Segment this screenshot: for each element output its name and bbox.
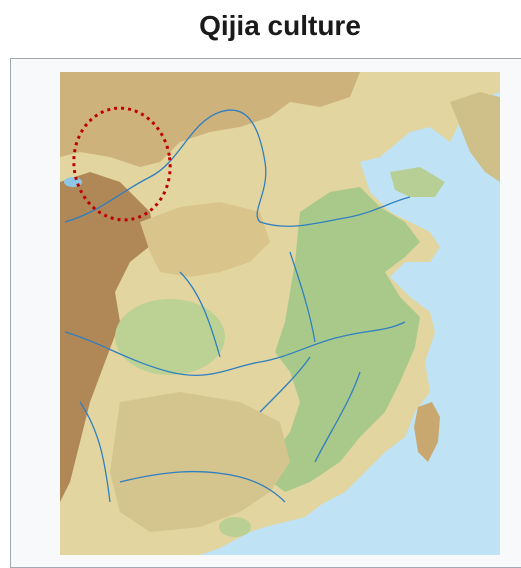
relief-map-svg — [60, 72, 500, 555]
lowland-east — [265, 187, 420, 492]
upland-north — [60, 72, 360, 167]
yellow-river — [64, 109, 411, 227]
highland-west — [60, 172, 155, 502]
pearl-river — [119, 470, 286, 503]
tributary-2 — [289, 251, 316, 343]
infobox-title: Qijia culture — [199, 10, 361, 41]
yangtze-river — [64, 321, 406, 376]
tributary-3 — [259, 356, 311, 413]
shandong-peninsula — [390, 167, 445, 197]
tributary-1 — [179, 271, 221, 358]
map-image[interactable] — [60, 72, 500, 555]
rivers — [64, 109, 411, 503]
korea-peninsula — [450, 92, 500, 182]
loess-plateau — [140, 202, 270, 277]
basin-area — [115, 299, 225, 375]
hainan-island — [219, 517, 251, 537]
tributary-4 — [314, 371, 361, 463]
taiwan-island — [414, 402, 440, 462]
tributary-5 — [79, 401, 111, 503]
southern-hills — [110, 392, 290, 532]
